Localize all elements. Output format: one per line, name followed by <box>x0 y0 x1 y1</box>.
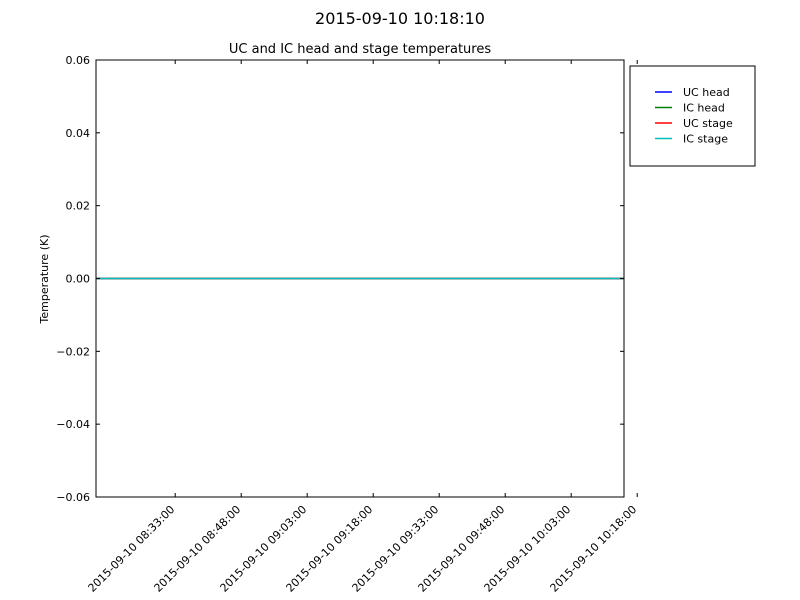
y-tick-label: 0.06 <box>66 54 91 67</box>
y-tick-label: −0.06 <box>56 491 90 504</box>
legend-label: IC head <box>683 102 725 115</box>
y-tick-label: −0.04 <box>56 418 90 431</box>
legend: UC head IC head UC stage IC stage <box>629 65 756 167</box>
chart-title: UC and IC head and stage temperatures <box>229 42 491 57</box>
y-ticks: −0.06 −0.04 −0.02 0.00 0.02 0.04 0.06 <box>56 54 624 504</box>
legend-label: UC head <box>683 86 730 99</box>
legend-label: IC stage <box>683 133 728 146</box>
legend-label: UC stage <box>683 117 733 130</box>
legend-box <box>629 65 756 167</box>
y-axis-label: Temperature (K) <box>38 235 51 325</box>
y-tick-label: 0.02 <box>66 200 91 213</box>
y-tick-label: 0.00 <box>66 273 91 286</box>
y-tick-label: 0.04 <box>66 127 91 140</box>
figure-title: 2015-09-10 10:18:10 <box>315 9 485 28</box>
y-tick-label: −0.02 <box>56 345 90 358</box>
